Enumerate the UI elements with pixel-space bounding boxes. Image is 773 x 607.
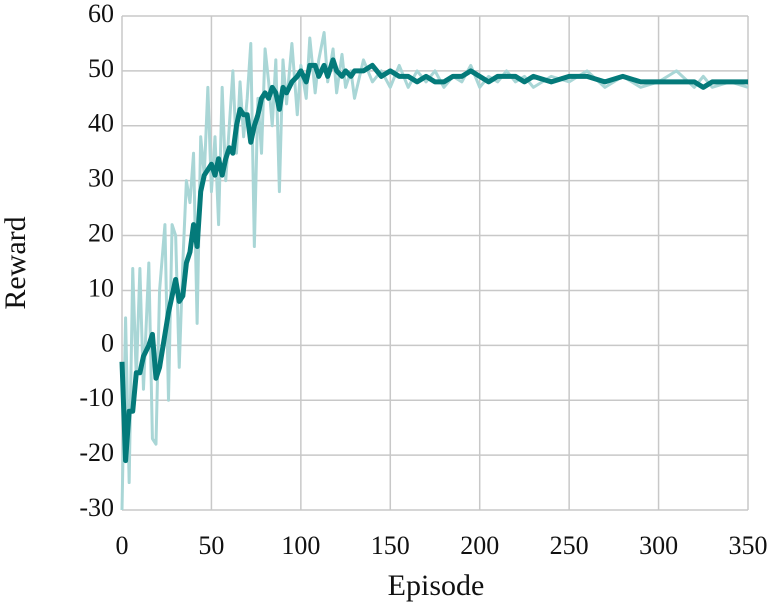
x-tick-label: 200 — [460, 531, 499, 560]
x-tick-label: 50 — [198, 531, 224, 560]
y-tick-label: 20 — [88, 219, 114, 248]
x-tick-label: 350 — [729, 531, 768, 560]
data-line — [120, 30, 749, 511]
y-tick-label: 50 — [88, 54, 114, 83]
y-tick-label: 60 — [88, 0, 114, 28]
x-tick-label: 100 — [281, 531, 320, 560]
x-tick-label: 300 — [639, 531, 678, 560]
y-tick-label: -10 — [79, 383, 114, 412]
x-tick-label: 250 — [550, 531, 589, 560]
x-axis-title: Episode — [388, 569, 485, 602]
y-axis-title: Reward — [0, 216, 32, 309]
y-tick-label: -20 — [79, 438, 114, 467]
y-tick-label: 40 — [88, 109, 114, 138]
x-tick-label: 0 — [116, 531, 129, 560]
y-tick-label: 0 — [101, 328, 114, 357]
y-tick-label: 30 — [88, 164, 114, 193]
y-tick-label: 10 — [88, 273, 114, 302]
x-tick-label: 150 — [371, 531, 410, 560]
data-line — [119, 57, 748, 464]
y-tick-label: -30 — [79, 493, 114, 522]
